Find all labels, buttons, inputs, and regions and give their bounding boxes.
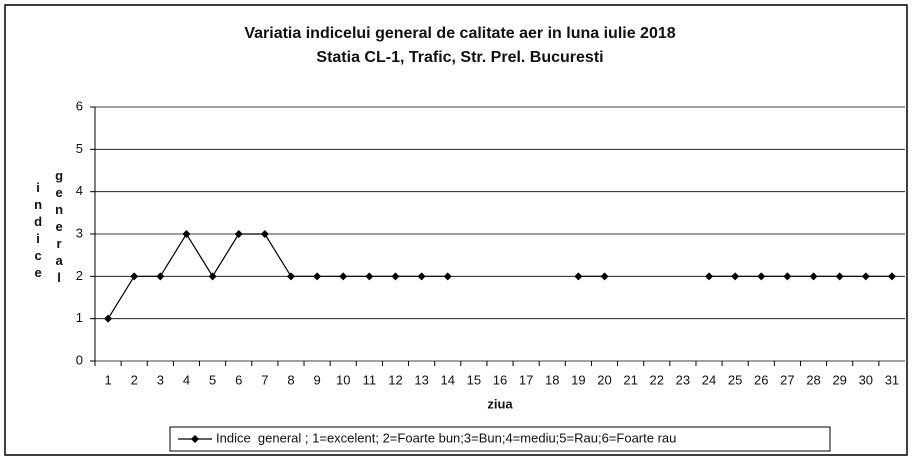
x-tick-label: 21	[623, 372, 637, 387]
x-tick-label: 11	[363, 372, 377, 387]
x-tick-label: 26	[754, 372, 768, 387]
x-tick-label: 12	[388, 372, 402, 387]
y-tick-label: 0	[76, 352, 83, 367]
y-axis-label: general	[52, 168, 67, 287]
x-axis-label: ziua	[487, 396, 513, 411]
y-axis-label: indice	[31, 180, 46, 282]
point	[182, 230, 191, 238]
point	[156, 272, 165, 281]
x-tick-label: 4	[183, 372, 190, 387]
x-tick-label: 25	[728, 372, 742, 387]
x-tick-label: 30	[859, 372, 873, 387]
y-tick-label: 6	[76, 98, 83, 113]
x-tick-label: 8	[287, 372, 294, 387]
x-tick-label: 5	[209, 372, 216, 387]
x-tick-label: 15	[467, 372, 481, 387]
point	[234, 230, 243, 238]
x-tick-label: 20	[597, 372, 611, 387]
point	[208, 272, 217, 281]
y-tick-label: 4	[76, 183, 83, 198]
point	[835, 272, 844, 281]
x-tick-label: 3	[157, 372, 164, 387]
point	[313, 272, 322, 281]
x-tick-label: 9	[313, 372, 320, 387]
x-tick-label: 24	[702, 372, 716, 387]
point	[339, 272, 348, 281]
x-tick-label: 27	[780, 372, 794, 387]
point	[757, 272, 766, 281]
point	[731, 272, 740, 281]
x-tick-label: 29	[832, 372, 846, 387]
x-tick-label: 23	[676, 372, 690, 387]
point	[443, 272, 452, 281]
chart-title: Variatia indicelui general de calitate a…	[244, 25, 675, 42]
x-tick-label: 19	[571, 372, 585, 387]
point	[104, 314, 113, 323]
y-tick-label: 2	[76, 268, 83, 283]
point	[861, 272, 870, 281]
legend-marker	[191, 435, 199, 443]
point	[600, 272, 609, 281]
point	[130, 272, 139, 281]
chart-frame	[4, 4, 908, 456]
point	[783, 272, 792, 281]
y-tick-label: 5	[76, 141, 83, 156]
x-tick-label: 10	[336, 372, 350, 387]
point	[391, 272, 400, 281]
x-tick-label: 18	[545, 372, 559, 387]
x-tick-label: 13	[414, 372, 428, 387]
point	[286, 272, 295, 281]
x-tick-label: 7	[261, 372, 268, 387]
point	[705, 272, 714, 281]
point	[365, 272, 374, 281]
x-tick-label: 14	[441, 372, 455, 387]
series-line	[107, 232, 892, 319]
x-tick-label: 1	[104, 372, 111, 387]
chart-subtitle: Statia CL-1, Trafic, Str. Prel. Bucurest…	[316, 49, 603, 66]
point	[574, 272, 583, 281]
x-tick-label: 17	[519, 372, 533, 387]
x-tick-label: 16	[493, 372, 507, 387]
point	[809, 272, 818, 281]
legend-label: Indice general ; 1=excelent; 2=Foarte bu…	[216, 430, 676, 445]
y-tick-label: 1	[76, 310, 83, 325]
legend-box	[169, 426, 831, 452]
y-tick-label: 3	[76, 225, 83, 240]
point	[260, 230, 269, 238]
x-tick-label: 6	[235, 372, 242, 387]
point	[417, 272, 426, 281]
x-tick-label: 22	[650, 372, 664, 387]
x-tick-label: 31	[885, 372, 899, 387]
point	[887, 272, 896, 281]
x-tick-label: 28	[806, 372, 820, 387]
x-tick-label: 2	[131, 372, 138, 387]
